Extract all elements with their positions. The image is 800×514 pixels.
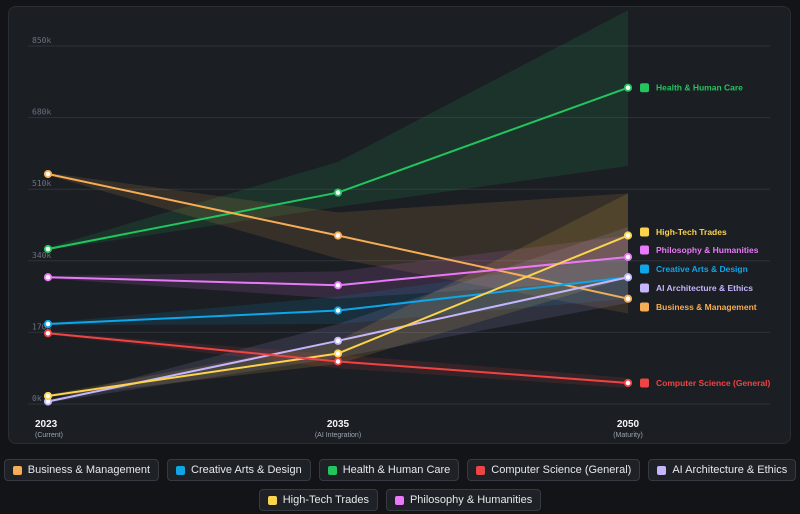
- end-label-computer-science-general: Computer Science (General): [656, 378, 770, 388]
- band-ai-architecture-ethics: [48, 227, 628, 403]
- y-tick-label: 850k: [32, 36, 51, 45]
- legend-item-ai-architecture-ethics[interactable]: AI Architecture & Ethics: [648, 459, 797, 481]
- terminal-icon: [640, 378, 649, 388]
- x-tick-sublabel: (Current): [35, 432, 63, 439]
- legend-label: High-Tech Trades: [282, 494, 369, 506]
- point-creative-arts-design[interactable]: [333, 306, 343, 315]
- end-label-high-tech-trades: High-Tech Trades: [656, 227, 727, 237]
- legend-label: AI Architecture & Ethics: [672, 464, 788, 476]
- legend-item-creative-arts-design[interactable]: Creative Arts & Design: [167, 459, 311, 481]
- briefcase-icon: [640, 302, 649, 312]
- point-health-human-care[interactable]: [333, 188, 343, 197]
- x-tick-year: 2050: [617, 419, 640, 430]
- legend-item-computer-science-general[interactable]: Computer Science (General): [467, 459, 641, 481]
- point-high-tech-trades[interactable]: [43, 391, 53, 401]
- end-label-business-management: Business & Management: [656, 302, 757, 312]
- end-label-creative-arts-design: Creative Arts & Design: [656, 264, 748, 274]
- point-computer-science-general[interactable]: [43, 329, 53, 338]
- point-creative-arts-design[interactable]: [43, 319, 53, 329]
- point-ai-architecture-ethics[interactable]: [333, 336, 343, 345]
- end-label-health-human-care: Health & Human Care: [656, 83, 743, 93]
- end-label-ai-architecture-ethics: AI Architecture & Ethics: [656, 283, 753, 293]
- x-tick-sublabel: (Maturity): [613, 432, 643, 439]
- legend-label: Philosophy & Humanities: [409, 494, 533, 506]
- point-business-management[interactable]: [43, 169, 53, 179]
- legend-swatch-icon: [176, 465, 186, 475]
- point-philosophy-humanities[interactable]: [43, 273, 53, 282]
- point-business-management[interactable]: [623, 294, 633, 303]
- point-health-human-care[interactable]: [43, 244, 53, 254]
- point-computer-science-general[interactable]: [333, 357, 343, 366]
- legend-swatch-icon: [327, 465, 337, 475]
- legend-label: Business & Management: [27, 464, 151, 476]
- tools-icon: [640, 227, 649, 237]
- point-philosophy-humanities[interactable]: [333, 281, 343, 290]
- chart-panel: [8, 6, 791, 444]
- end-label-philosophy-humanities: Philosophy & Humanities: [656, 245, 759, 255]
- point-philosophy-humanities[interactable]: [623, 252, 633, 262]
- x-tick-year: 2023: [35, 419, 58, 430]
- legend-item-high-tech-trades[interactable]: High-Tech Trades: [258, 489, 378, 511]
- point-health-human-care[interactable]: [623, 83, 633, 92]
- legend-swatch-icon: [657, 465, 667, 475]
- legend-item-philosophy-humanities[interactable]: Philosophy & Humanities: [385, 489, 542, 511]
- x-tick-sublabel: (AI Integration): [315, 432, 361, 439]
- point-high-tech-trades[interactable]: [333, 349, 343, 358]
- line-chart: 0k 170k 340k 510k 680k 850k 2023 (Current) 2035 (…: [28, 10, 770, 439]
- point-ai-architecture-ethics[interactable]: [623, 273, 633, 282]
- book-icon: [640, 245, 649, 255]
- legend-label: Health & Human Care: [342, 464, 451, 476]
- y-tick-label: 680k: [32, 108, 51, 117]
- legend-item-health-human-care[interactable]: Health & Human Care: [318, 459, 460, 481]
- legend-swatch-icon: [394, 495, 404, 505]
- palette-icon: [640, 264, 649, 274]
- legend-swatch-icon: [476, 465, 486, 475]
- band-philosophy-humanities: [48, 235, 628, 299]
- y-tick-label: 0k: [32, 394, 42, 403]
- legend-row-2: High-Tech Trades Philosophy & Humanities: [0, 489, 800, 511]
- brain-icon: [640, 283, 649, 293]
- legend-item-business-management[interactable]: Business & Management: [3, 459, 160, 481]
- band-business-management: [48, 172, 628, 314]
- point-business-management[interactable]: [333, 231, 343, 240]
- y-tick-label: 510k: [32, 179, 51, 188]
- legend-label: Creative Arts & Design: [191, 464, 302, 476]
- point-computer-science-general[interactable]: [623, 378, 633, 388]
- heart-pulse-icon: [640, 83, 649, 93]
- y-tick-label: 170k: [32, 322, 51, 331]
- y-tick-label: 340k: [32, 251, 51, 260]
- x-tick-year: 2035: [327, 419, 350, 430]
- legend-swatch-icon: [12, 465, 22, 475]
- point-high-tech-trades[interactable]: [623, 231, 633, 240]
- legend-row-1: Business & Management Creative Arts & Des…: [0, 459, 800, 481]
- legend-swatch-icon: [267, 495, 277, 505]
- legend-label: Computer Science (General): [491, 464, 632, 476]
